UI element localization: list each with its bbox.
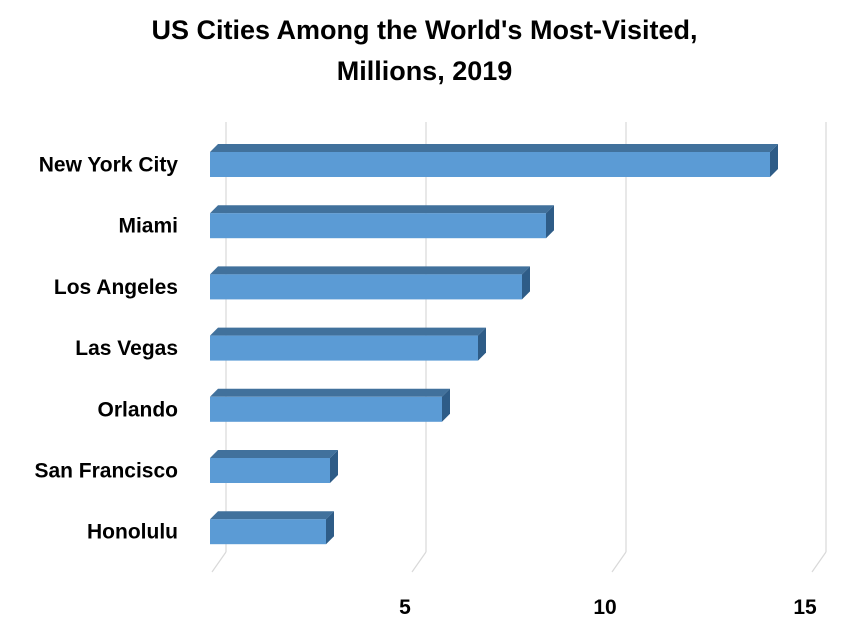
bar [210,396,442,422]
chart-title: US Cities Among the World's Most-Visited… [0,10,849,92]
x-axis-ticks: 5 10 15 [399,596,817,619]
chart-title-line-2: Millions, 2019 [336,56,513,86]
bar-side-face [442,388,450,422]
bar [210,152,770,177]
category-label: Honolulu [87,521,178,544]
bar-side-face [522,266,530,300]
category-label: Las Vegas [75,337,178,360]
category-label: Los Angeles [54,276,178,299]
bar-group [210,450,338,483]
bar-top-face [210,450,338,458]
bar-side-face [770,144,778,177]
x-tick-label: 10 [593,596,616,619]
category-labels: New York City Miami Los Angeles Las Vegas Or… [34,154,178,544]
category-label: San Francisco [34,460,178,483]
chart-title-line-1: US Cities Among the World's Most-Visited… [151,15,698,45]
floor-gridline [611,551,627,573]
bar-group [210,205,554,239]
bar-top-face [210,266,530,275]
bar-side-face [546,205,554,239]
bar [210,213,546,239]
bar-top-face [210,388,450,397]
x-tick-label: 5 [399,596,411,619]
bar-side-face [326,511,334,545]
floor-gridline [411,551,427,573]
category-label: New York City [39,154,179,177]
bar-group [210,388,450,422]
bar-top-face [210,205,554,214]
bar [210,458,330,483]
bar [210,335,478,361]
bar-top-face [210,511,334,520]
bar-group [210,266,530,300]
bar-top-face [210,327,486,336]
bar-group [210,511,334,545]
floor-gridline [811,551,827,573]
bar-group [210,327,486,361]
bar-side-face [330,450,338,483]
x-tick-label: 15 [793,596,817,619]
bar-side-face [478,327,486,361]
category-label: Orlando [97,398,178,421]
floor-gridline [211,551,227,573]
bar-group [210,144,778,177]
bar [210,274,522,300]
bars [210,144,778,545]
bar-top-face [210,144,778,152]
category-label: Miami [118,215,178,238]
bar [210,519,326,545]
